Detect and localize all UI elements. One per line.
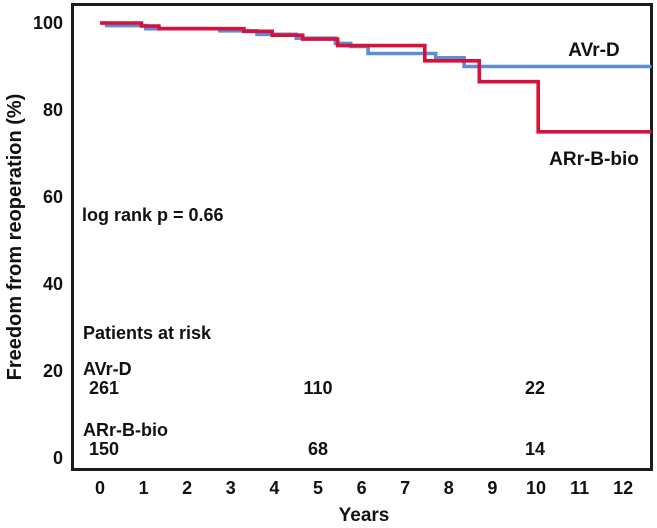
avrd-curve-label: AVr-D <box>568 40 620 61</box>
x-tick-label-6: 6 <box>356 478 367 498</box>
x-tick-label-0: 0 <box>94 478 105 498</box>
y-tick-label-40: 40 <box>42 274 63 294</box>
x-tick-label-2: 2 <box>182 478 193 498</box>
x-tick-label-3: 3 <box>225 478 236 498</box>
at-risk-count-arrbbio-y10: 14 <box>524 439 546 459</box>
x-tick-label-5: 5 <box>312 478 323 498</box>
at-risk-count-avrd-y0: 261 <box>88 378 120 398</box>
arrbbio-curve-label: ARr-B-bio <box>549 149 639 170</box>
at-risk-count-arrbbio-y5: 68 <box>307 439 329 459</box>
x-axis-title: Years <box>338 505 390 526</box>
x-tick-label-12: 12 <box>613 478 634 498</box>
at-risk-row-label-avrd: AVr-D <box>83 359 132 379</box>
x-tick-label-7: 7 <box>400 478 411 498</box>
x-tick-label-1: 1 <box>138 478 149 498</box>
at-risk-count-avrd-y10: 22 <box>524 378 546 398</box>
y-tick-label-80: 80 <box>42 100 63 120</box>
y-tick-label-60: 60 <box>42 187 63 207</box>
y-axis-title: Freedom from reoperation (%) <box>4 93 26 381</box>
patients-at-risk-title: Patients at risk <box>83 323 212 343</box>
y-tick-label-20: 20 <box>42 361 63 381</box>
at-risk-count-avrd-y5: 110 <box>303 378 333 398</box>
y-tick-label-0: 0 <box>52 448 63 468</box>
arrbbio-survival-curve <box>100 21 652 134</box>
x-tick-label-10: 10 <box>525 478 547 498</box>
plot-border <box>71 3 653 471</box>
x-tick-label-11: 11 <box>570 478 590 498</box>
y-tick-label-100: 100 <box>32 13 63 33</box>
at-risk-row-label-arrbbio: ARr-B-bio <box>83 420 168 440</box>
x-tick-label-4: 4 <box>269 478 280 498</box>
x-tick-label-8: 8 <box>443 478 454 498</box>
at-risk-count-arrbbio-y0: 150 <box>88 439 120 459</box>
x-tick-label-9: 9 <box>487 478 498 498</box>
log-rank-annotation: log rank p = 0.66 <box>82 205 224 225</box>
